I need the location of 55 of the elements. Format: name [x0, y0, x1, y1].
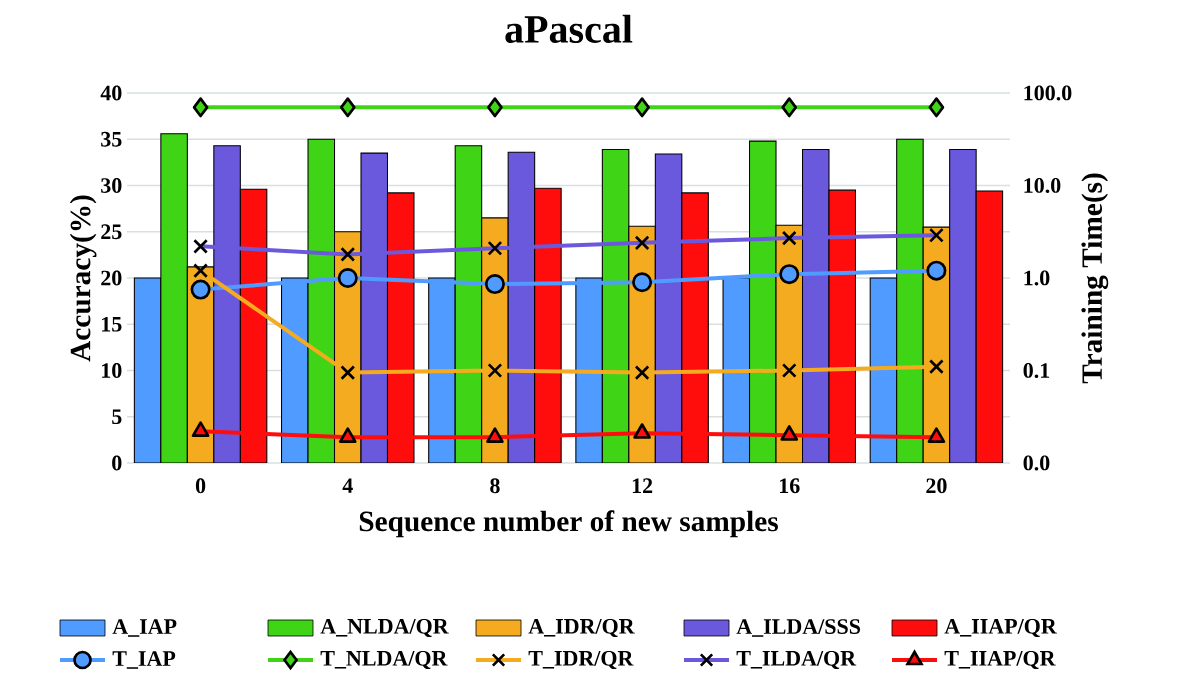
x-tick-label: 4 [342, 478, 353, 493]
x-tick-label: 12 [632, 478, 653, 493]
x-axis-title: Sequence number of new samples [359, 510, 778, 538]
y2-tick-label: 1.0 [1024, 270, 1050, 286]
y2-axis-title: Training Time(s) [1081, 173, 1109, 384]
point [192, 97, 209, 118]
point [779, 264, 800, 285]
chart-title: aPascal [505, 14, 633, 43]
bar [160, 133, 188, 463]
y2-tick-label: 0.0 [1023, 455, 1050, 471]
point [337, 267, 358, 289]
legend-label: A_IAP [112, 619, 177, 637]
x-tick-label: 8 [490, 478, 500, 494]
y-tick-label: 0 [112, 455, 122, 471]
point [928, 97, 945, 118]
point [484, 274, 505, 295]
point [781, 97, 798, 118]
legend-label: T_ILDA/QR [736, 650, 857, 670]
point [339, 97, 356, 118]
y-tick-label: 20 [101, 270, 122, 286]
y-tick-label: 35 [101, 131, 122, 147]
y-tick-label: 25 [101, 224, 122, 240]
x-tick-label: 0 [195, 478, 206, 494]
point [191, 421, 210, 437]
point [190, 279, 211, 300]
bar [896, 138, 924, 463]
y2-tick-label: 100.0 [1024, 85, 1072, 101]
y-axis-title: Accuracy(%) [69, 195, 97, 362]
point [487, 97, 503, 118]
y-tick-label: 15 [102, 316, 122, 332]
point [780, 425, 799, 441]
point [486, 427, 504, 443]
legend-label: A_IIAP/QR [944, 618, 1057, 638]
legend-label: A_ILDA/SSS [736, 619, 861, 637]
legend-label: T_IDR/QR [528, 650, 634, 670]
point [632, 272, 653, 293]
point [633, 423, 651, 439]
point [634, 97, 650, 118]
y-tick-label: 40 [100, 85, 122, 101]
y-tick-label: 10 [102, 363, 122, 378]
point [338, 427, 357, 443]
x-tick-label: 20 [926, 478, 947, 494]
x-tick-label: 16 [780, 478, 800, 494]
y2-tick-label: 0.1 [1023, 363, 1050, 378]
legend-label: T_IIAP/QR [944, 650, 1056, 670]
y-tick-label: 5 [112, 409, 122, 425]
legend-label: A_NLDA/QR [320, 618, 449, 638]
y-tick-label: 30 [101, 178, 122, 193]
bar [133, 277, 162, 463]
legend-label: T_NLDA/QR [320, 650, 448, 670]
point [926, 260, 947, 281]
legend-label: T_IAP [112, 651, 176, 669]
legend-label: A_IDR/QR [528, 618, 635, 638]
point [927, 427, 946, 443]
y2-tick-label: 10.0 [1024, 178, 1061, 193]
